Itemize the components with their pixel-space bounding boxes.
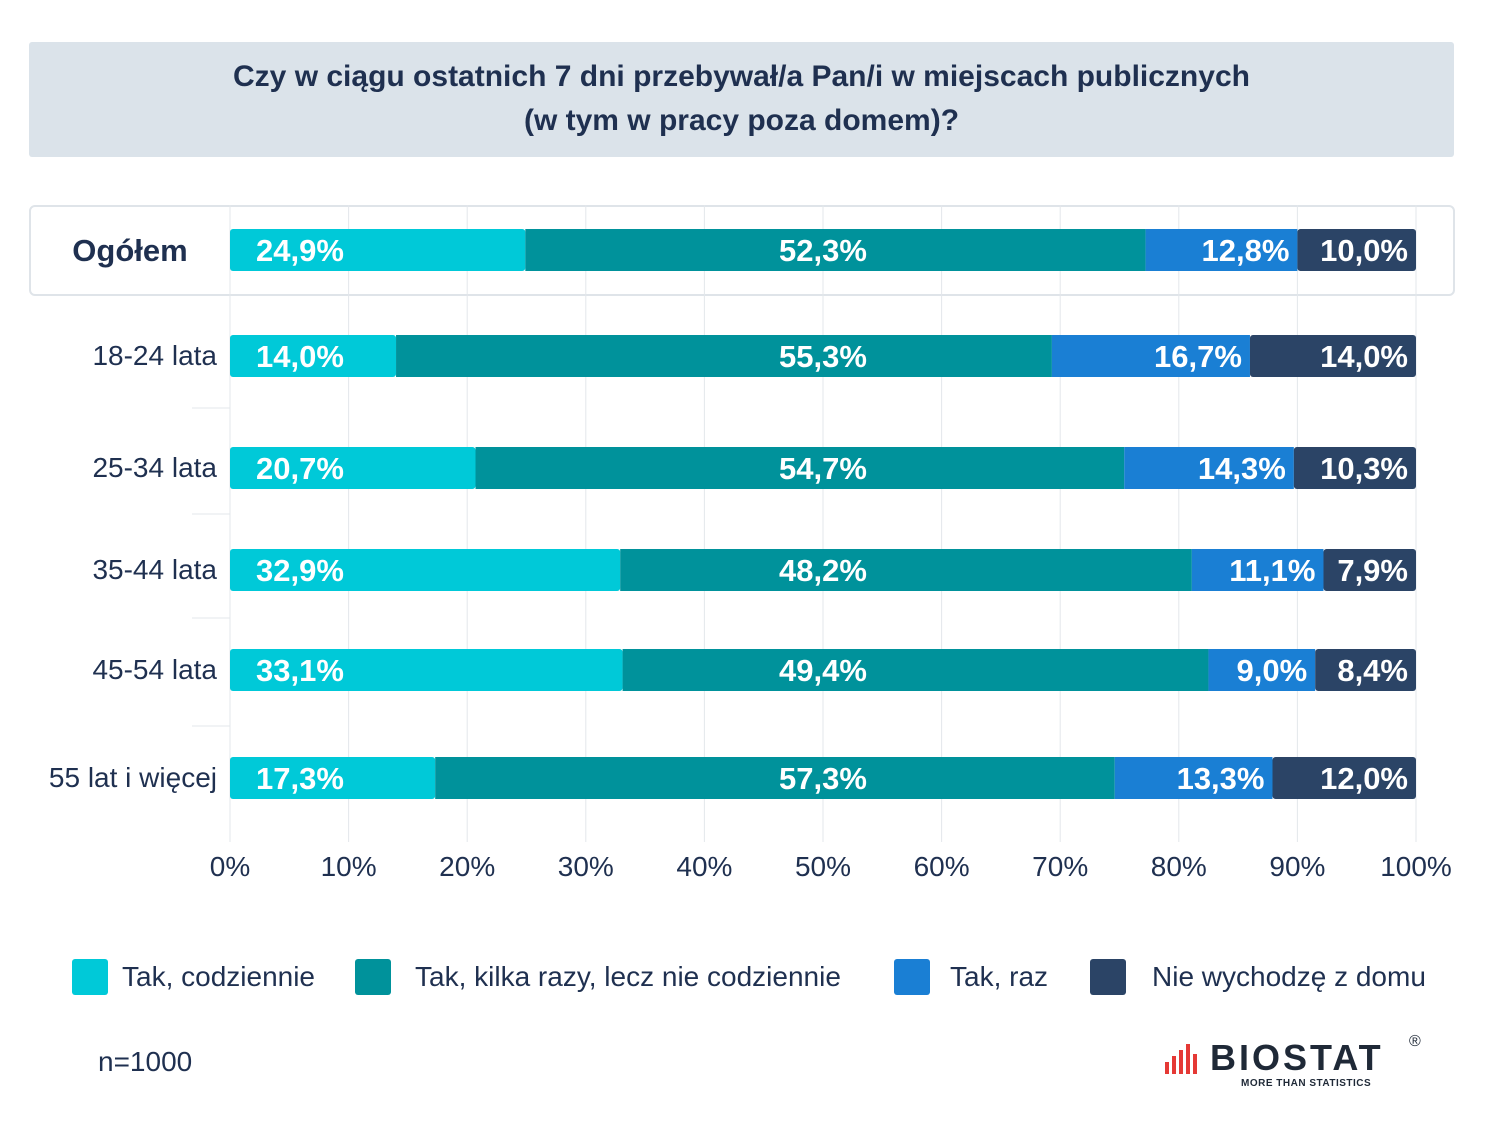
bar-5-0 (230, 757, 436, 799)
data-label-1-0: 14,0% (256, 339, 344, 374)
bar-2-3 (1293, 447, 1416, 489)
data-label-5-3: 12,0% (1320, 761, 1408, 796)
category-label-4: 45-54 lata (92, 654, 217, 685)
bar-3-3 (1323, 549, 1416, 591)
logo-wordmark: BIOSTAT (1210, 1037, 1384, 1078)
x-tick-label-9: 90% (1269, 851, 1325, 882)
data-label-0-0: 24,9% (256, 233, 344, 268)
data-label-3-0: 32,9% (256, 553, 344, 588)
legend-swatch-stay-home (1090, 959, 1126, 995)
data-label-3-1: 48,2% (779, 553, 867, 588)
legend-item-several: Tak, kilka razy, lecz nie codziennie (355, 955, 841, 999)
logo-tagline: MORE THAN STATISTICS (1241, 1078, 1372, 1089)
data-label-0-1: 52,3% (779, 233, 867, 268)
bar-1-2 (1051, 335, 1250, 377)
bar-3-2 (1191, 549, 1324, 591)
bar-0-3 (1297, 229, 1416, 271)
bar-4-2 (1208, 649, 1316, 691)
data-label-2-0: 20,7% (256, 451, 344, 486)
x-tick-label-4: 40% (676, 851, 732, 882)
legend-swatch-several (355, 959, 391, 995)
data-label-3-2: 11,1% (1229, 553, 1315, 588)
biostat-logo: BIOSTAT ® MORE THAN STATISTICS (1163, 1033, 1433, 1097)
data-label-2-3: 10,3% (1320, 451, 1408, 486)
data-label-4-1: 49,4% (779, 653, 867, 688)
data-label-1-1: 55,3% (779, 339, 867, 374)
registered-mark: ® (1409, 1033, 1421, 1050)
legend-item-daily: Tak, codziennie (72, 955, 315, 999)
data-label-0-3: 10,0% (1320, 233, 1408, 268)
legend-label-daily: Tak, codziennie (122, 961, 316, 992)
legend-label-stay-home: Nie wychodzę z domu (1152, 961, 1426, 992)
bar-1-0 (230, 335, 397, 377)
data-label-1-2: 16,7% (1154, 339, 1242, 374)
x-tick-label-7: 70% (1032, 851, 1088, 882)
legend-swatch-once (894, 959, 930, 995)
data-label-4-2: 9,0% (1237, 653, 1308, 688)
bar-3-0 (230, 549, 621, 591)
bar-chart-icon (1165, 1044, 1197, 1074)
bar-2-0 (230, 447, 476, 489)
x-tick-label-0: 0% (210, 851, 250, 882)
bar-4-1 (622, 649, 1209, 691)
data-label-3-3: 7,9% (1337, 553, 1408, 588)
legend-label-once: Tak, raz (950, 961, 1049, 992)
category-label-1: 18-24 lata (92, 340, 217, 371)
bar-5-1 (435, 757, 1115, 799)
bar-2-2 (1124, 447, 1294, 489)
data-label-1-3: 14,0% (1320, 339, 1408, 374)
chart-title-line-2: (w tym w pracy poza domem)? (523, 104, 960, 137)
x-tick-label-10: 100% (1380, 851, 1452, 882)
stacked-bar-chart: 24,9% 52,3% 12,8% 10,0% Ogółem 14,0% 55,3% 16,7… (49, 205, 1452, 882)
data-label-5-1: 57,3% (779, 761, 867, 796)
category-label-2: 25-34 lata (92, 452, 217, 483)
x-tick-label-5: 50% (795, 851, 851, 882)
legend-item-stay-home: Nie wychodzę z domu (1090, 955, 1426, 999)
x-tick-label-2: 20% (439, 851, 495, 882)
category-label-3: 35-44 lata (92, 554, 217, 585)
bar-0-0 (230, 229, 526, 271)
data-label-2-2: 14,3% (1198, 451, 1286, 486)
bar-5-3 (1272, 757, 1416, 799)
sample-size: n=1000 (98, 1046, 193, 1077)
data-label-5-2: 13,3% (1177, 761, 1265, 796)
data-label-5-0: 17,3% (256, 761, 344, 796)
legend-label-several: Tak, kilka razy, lecz nie codziennie (415, 961, 841, 992)
bar-4-3 (1315, 649, 1416, 691)
title-banner: Czy w ciągu ostatnich 7 dni przebywał/a … (29, 42, 1454, 157)
category-label-5: 55 lat i więcej (49, 762, 217, 793)
category-label-0: Ogółem (72, 233, 187, 268)
chart-title-line-1: Czy w ciągu ostatnich 7 dni przebywał/a … (233, 60, 1250, 93)
bar-5-2 (1114, 757, 1273, 799)
bar-2-1 (475, 447, 1125, 489)
bar-1-3 (1249, 335, 1416, 377)
x-tick-label-3: 30% (558, 851, 614, 882)
data-label-2-1: 54,7% (779, 451, 867, 486)
x-tick-label-8: 80% (1151, 851, 1207, 882)
x-tick-label-6: 60% (914, 851, 970, 882)
bar-1-1 (396, 335, 1052, 377)
data-label-4-0: 33,1% (256, 653, 344, 688)
bar-4-0 (230, 649, 623, 691)
x-tick-label-1: 10% (321, 851, 377, 882)
legend-swatch-daily (72, 959, 108, 995)
bar-3-1 (620, 549, 1192, 591)
legend-item-once: Tak, raz (894, 955, 1048, 999)
bar-0-2 (1145, 229, 1298, 271)
data-label-4-3: 8,4% (1337, 653, 1408, 688)
bar-0-1 (525, 229, 1146, 271)
data-label-0-2: 12,8% (1201, 233, 1289, 268)
